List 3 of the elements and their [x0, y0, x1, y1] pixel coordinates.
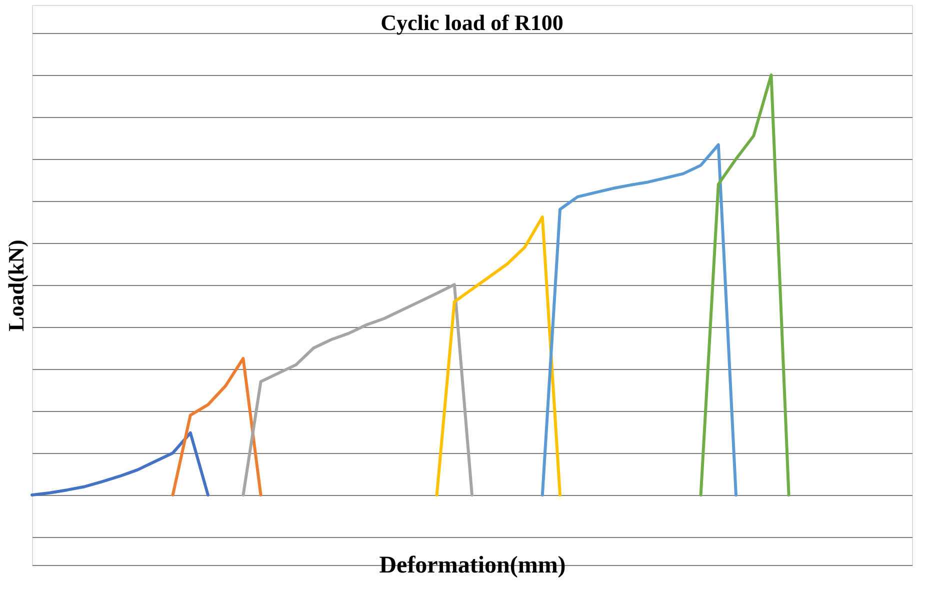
chart-title: Cyclic load of R100: [380, 10, 564, 35]
x-axis-title: Deformation(mm): [379, 552, 566, 578]
y-axis-title: Load(kN): [4, 240, 28, 332]
